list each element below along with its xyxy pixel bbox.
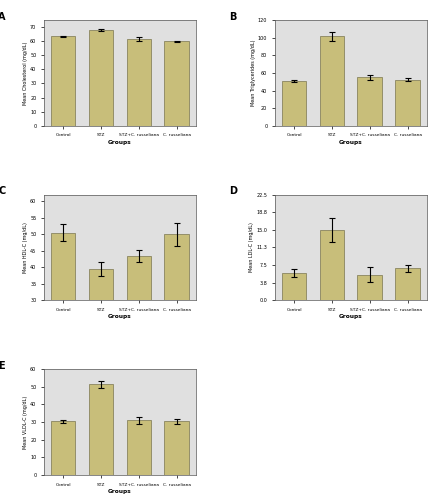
Bar [165, 234, 189, 400]
Bar [89, 30, 114, 126]
Text: A: A [0, 12, 6, 22]
Y-axis label: Mean Cholesterol (mg/dL): Mean Cholesterol (mg/dL) [23, 41, 28, 104]
Bar [357, 274, 382, 300]
Bar [51, 36, 76, 126]
Bar [319, 36, 344, 126]
X-axis label: Groups: Groups [339, 140, 363, 144]
Bar [89, 384, 114, 475]
X-axis label: Groups: Groups [108, 314, 132, 319]
Y-axis label: Mean HDL-C (mg/dL): Mean HDL-C (mg/dL) [23, 222, 28, 273]
Bar [395, 80, 420, 126]
Bar [395, 268, 420, 300]
Y-axis label: Mean Triglycerides (mg/dL): Mean Triglycerides (mg/dL) [251, 40, 256, 106]
Bar [282, 81, 306, 126]
Bar [282, 273, 306, 300]
Bar [127, 420, 151, 475]
Bar [127, 256, 151, 400]
Bar [165, 42, 189, 126]
Text: B: B [229, 12, 237, 22]
Bar [51, 232, 76, 400]
X-axis label: Groups: Groups [108, 488, 132, 494]
Text: D: D [229, 186, 237, 196]
Bar [165, 421, 189, 475]
Y-axis label: Mean VLDL-C (mg/dL): Mean VLDL-C (mg/dL) [23, 396, 28, 448]
X-axis label: Groups: Groups [339, 314, 363, 319]
X-axis label: Groups: Groups [108, 140, 132, 144]
Y-axis label: Mean LDL-C (mg/dL): Mean LDL-C (mg/dL) [249, 222, 254, 272]
Bar [51, 421, 76, 475]
Text: C: C [0, 186, 6, 196]
Text: E: E [0, 360, 5, 370]
Bar [89, 269, 114, 400]
Bar [319, 230, 344, 300]
Bar [357, 78, 382, 126]
Bar [127, 39, 151, 126]
